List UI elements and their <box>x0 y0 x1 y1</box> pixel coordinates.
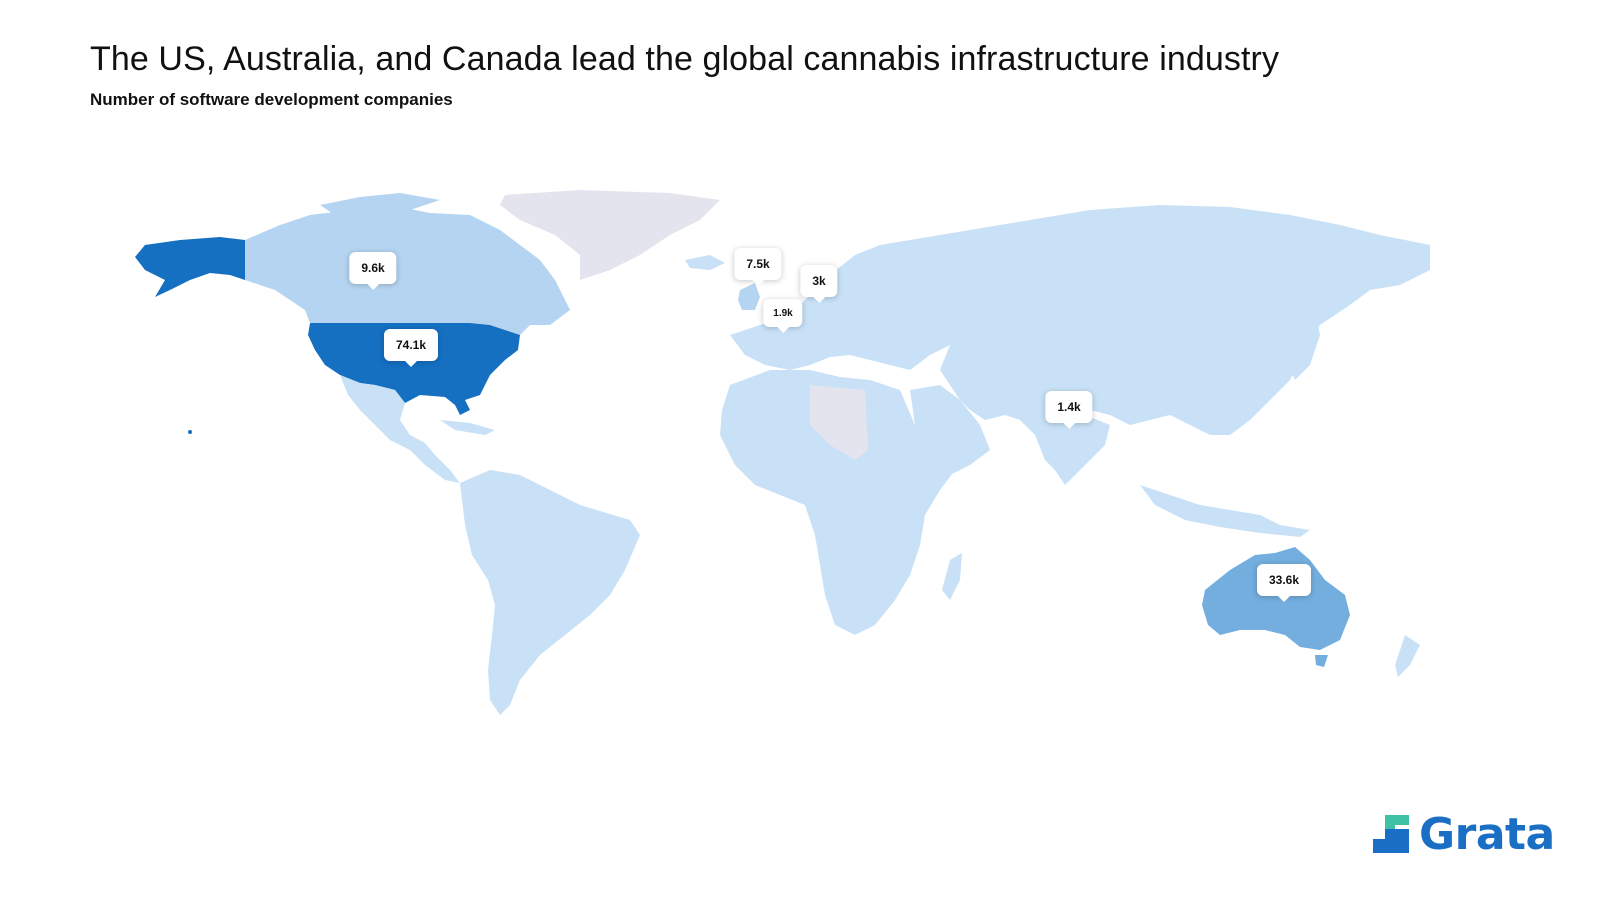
country-us-alaska[interactable] <box>135 237 245 297</box>
region-arctic-islands <box>320 193 440 215</box>
country-greenland <box>500 190 720 280</box>
chart-title: The US, Australia, and Canada lead the g… <box>90 40 1280 78</box>
callout-united-states: 74.1k <box>383 329 439 367</box>
country-canada[interactable] <box>245 205 570 335</box>
grata-logo: Grata <box>1373 809 1555 860</box>
country-us[interactable] <box>308 323 520 415</box>
region-sahara-nodata <box>810 385 868 460</box>
callout-germany: 3k <box>800 265 838 303</box>
callout-united-kingdom: 7.5k <box>734 248 782 286</box>
country-uk[interactable] <box>738 283 760 310</box>
region-iceland <box>685 255 725 270</box>
callout-india: 1.4k <box>1045 391 1093 429</box>
callout-france: 1.9k <box>763 299 803 333</box>
region-caribbean <box>440 420 495 435</box>
world-map <box>135 190 1430 715</box>
callout-canada: 9.6k <box>349 252 397 290</box>
region-south-america <box>460 470 640 715</box>
region-madagascar <box>942 553 962 600</box>
region-europe <box>730 240 980 370</box>
region-central-america <box>340 375 460 483</box>
region-new-zealand <box>1395 635 1420 677</box>
grata-logo-text: Grata <box>1419 808 1555 860</box>
region-africa <box>720 370 955 635</box>
region-asia <box>910 205 1430 470</box>
region-japan <box>1290 310 1320 380</box>
region-southeast-asia <box>1140 485 1310 537</box>
region-tasmania <box>1315 655 1328 667</box>
country-australia[interactable] <box>1202 547 1350 650</box>
region-hawaii <box>188 430 192 434</box>
grata-logo-icon <box>1373 815 1409 853</box>
callout-australia: 33.6k <box>1256 564 1312 602</box>
country-india[interactable] <box>1040 417 1110 485</box>
region-middle-east <box>910 385 990 475</box>
chart-subtitle: Number of software development companies <box>90 90 453 109</box>
